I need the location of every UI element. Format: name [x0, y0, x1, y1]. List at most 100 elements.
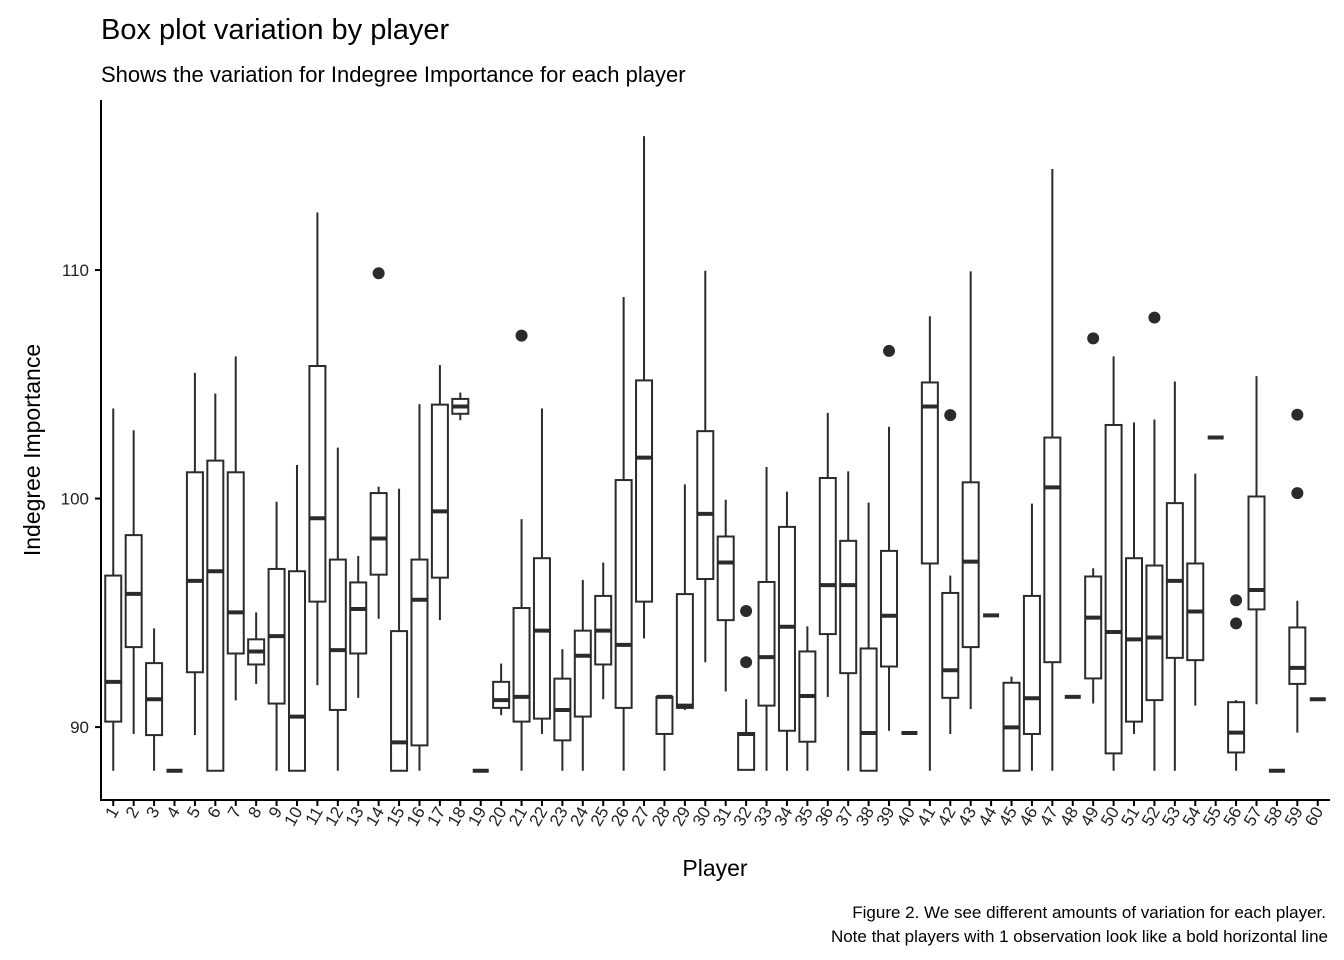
iqr-box [614, 479, 633, 709]
x-tick-label: 1 [102, 804, 123, 822]
iqr-box [532, 557, 551, 720]
outlier-point [944, 409, 957, 422]
chart-subtitle: Shows the variation for Indegree Importa… [101, 62, 686, 87]
box-player-3 [145, 628, 164, 771]
box-player-36 [818, 412, 837, 697]
caption-line-2: Note that players with 1 observation loo… [831, 927, 1328, 946]
iqr-box [390, 630, 409, 772]
iqr-box [1043, 436, 1062, 664]
iqr-box [492, 680, 511, 709]
iqr-box [104, 574, 123, 723]
iqr-box [635, 379, 654, 603]
iqr-box [859, 647, 878, 772]
box-player-53 [1165, 381, 1184, 771]
box-player-52 [1145, 311, 1164, 771]
box-player-18 [451, 392, 470, 421]
box-player-30 [696, 270, 715, 663]
iqr-box [737, 732, 756, 771]
box-player-11 [308, 212, 327, 686]
outlier-point [883, 344, 896, 357]
x-tick-label: 8 [244, 804, 265, 822]
outlier-point [1230, 594, 1243, 607]
box-player-9 [267, 501, 286, 771]
box-player-38 [859, 502, 878, 772]
box-player-8 [247, 612, 266, 684]
y-axis-title: Indegree Importance [19, 344, 45, 556]
x-tick-label: 6 [204, 804, 225, 822]
box-player-34 [777, 491, 796, 771]
outlier-point [740, 656, 753, 669]
iqr-box [1104, 423, 1123, 755]
iqr-box [880, 549, 899, 668]
box-player-42 [941, 409, 960, 734]
iqr-box [185, 471, 204, 674]
box-player-47 [1043, 169, 1062, 771]
iqr-box [757, 580, 776, 707]
outlier-point [515, 329, 528, 342]
iqr-box [696, 430, 715, 581]
y-tick-label: 110 [62, 261, 89, 280]
box-player-25 [594, 562, 613, 700]
box-player-26 [614, 296, 633, 771]
box-player-16 [410, 404, 429, 771]
box-player-31 [716, 499, 735, 692]
x-tick-label: 2 [122, 804, 143, 822]
y-tick-label: 100 [61, 490, 89, 509]
box-player-35 [798, 626, 817, 771]
iqr-box [920, 381, 939, 565]
box-player-7 [226, 356, 245, 701]
iqr-box [512, 607, 531, 723]
outlier-point [372, 267, 385, 280]
x-tick-label: 4 [163, 804, 184, 822]
box-player-51 [1125, 422, 1144, 734]
box-player-2 [124, 430, 143, 734]
outlier-point [740, 605, 753, 618]
box-player-32 [737, 605, 756, 771]
iqr-box [430, 403, 449, 579]
box-player-6 [206, 393, 225, 772]
iqr-box [1145, 564, 1164, 702]
iqr-box [308, 365, 327, 603]
box-player-22 [532, 408, 551, 734]
box-player-29 [675, 484, 694, 710]
iqr-box [1084, 575, 1103, 680]
iqr-box [941, 591, 960, 699]
box-player-1 [104, 408, 123, 771]
box-player-24 [573, 579, 592, 771]
iqr-box [1227, 701, 1246, 754]
iqr-box [124, 534, 143, 649]
box-player-50 [1104, 356, 1123, 771]
iqr-box [287, 570, 306, 772]
iqr-box [716, 535, 735, 622]
iqr-box [777, 525, 796, 732]
iqr-box [328, 558, 347, 711]
box-player-59 [1288, 408, 1307, 733]
x-axis-ticks: 1 2 3 4 5 6 7 8 91011121314151617181920212223242… [102, 800, 1327, 829]
x-tick-label: 7 [224, 804, 245, 822]
outlier-point [1087, 332, 1100, 345]
box-player-45 [1002, 676, 1021, 772]
x-tick-label: 5 [183, 804, 204, 822]
box-player-43 [961, 271, 980, 710]
box-player-17 [430, 365, 449, 621]
box-player-15 [390, 488, 409, 772]
box-player-49 [1084, 332, 1103, 704]
y-tick-label: 90 [70, 718, 89, 737]
box-player-20 [492, 663, 511, 716]
iqr-box [349, 581, 368, 655]
box-player-57 [1247, 376, 1266, 705]
box-player-13 [349, 555, 368, 698]
box-player-5 [185, 372, 204, 736]
outlier-point [1291, 408, 1304, 421]
chart-title: Box plot variation by player [101, 14, 450, 46]
iqr-box [1247, 495, 1266, 611]
box-player-54 [1186, 473, 1205, 706]
iqr-box [675, 593, 694, 709]
plot-area [104, 136, 1326, 773]
outlier-point [1148, 311, 1161, 324]
iqr-box [226, 471, 245, 655]
box-player-46 [1022, 503, 1041, 771]
iqr-box [1022, 594, 1041, 735]
box-player-33 [757, 467, 776, 771]
caption-line-1: Figure 2. We see different amounts of va… [852, 903, 1326, 922]
